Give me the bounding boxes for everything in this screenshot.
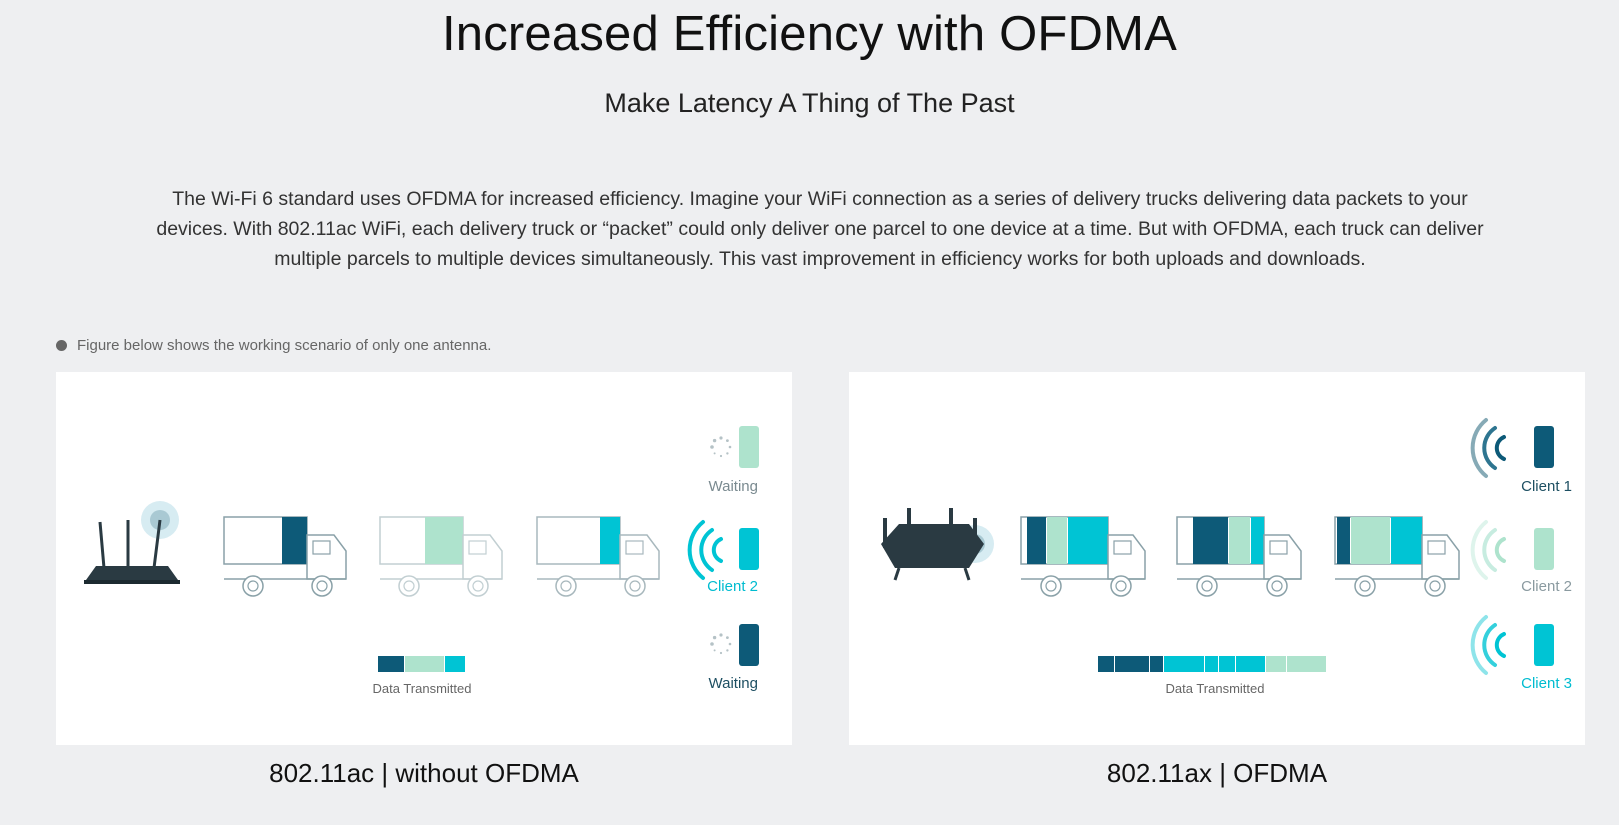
client-status-label: Waiting — [709, 675, 758, 692]
client-status-label: Waiting — [709, 478, 758, 495]
panel-80211ax: Client 1 Client 2 Client 3 — [849, 372, 1585, 745]
figure-note: Figure below shows the working scenario … — [56, 337, 491, 354]
bullet-icon — [56, 340, 67, 351]
client-label: Client 2 — [1521, 578, 1572, 595]
page-subtitle: Make Latency A Thing of The Past — [604, 88, 1015, 118]
wifi-signal-icon — [1470, 520, 1506, 580]
figure-note-text: Figure below shows the working scenario … — [77, 337, 492, 354]
client-status-label: Client 2 — [707, 578, 758, 595]
phone-icon — [1534, 426, 1554, 468]
client-label: Client 1 — [1521, 478, 1572, 495]
phone-icon — [739, 528, 759, 570]
loading-spinner-icon — [710, 436, 732, 458]
truck-icon — [379, 516, 503, 597]
phone-icon — [1534, 528, 1554, 570]
truck-icon — [1334, 516, 1460, 597]
data-transmitted-bar — [1098, 656, 1326, 672]
truck-icon — [1176, 516, 1302, 597]
router-icon — [84, 501, 180, 584]
data-transmitted-label: Data Transmitted — [1166, 681, 1265, 696]
panel-caption-80211ac: 802.11ac | without OFDMA — [269, 758, 579, 788]
truck-icon — [223, 516, 347, 597]
data-transmitted-label: Data Transmitted — [373, 681, 472, 696]
data-transmitted-bar — [378, 656, 465, 672]
description-paragraph: The Wi-Fi 6 standard uses OFDMA for incr… — [156, 188, 1484, 270]
wifi-signal-icon — [1470, 615, 1506, 675]
wifi-signal-icon — [687, 520, 723, 580]
phone-icon — [1534, 624, 1554, 666]
page-title: Increased Efficiency with OFDMA — [441, 7, 1178, 61]
client-label: Client 3 — [1521, 675, 1572, 692]
truck-icon — [1020, 516, 1146, 597]
phone-icon — [739, 624, 759, 666]
phone-icon — [739, 426, 759, 468]
wifi-signal-icon — [1470, 418, 1506, 478]
truck-icon — [536, 516, 660, 597]
router-icon — [881, 508, 994, 581]
panel-caption-80211ax: 802.11ax | OFDMA — [1106, 758, 1328, 788]
panel-80211ac: Waiting Client 2 Waiting Data Transmit — [56, 372, 792, 745]
loading-spinner-icon — [710, 633, 732, 655]
